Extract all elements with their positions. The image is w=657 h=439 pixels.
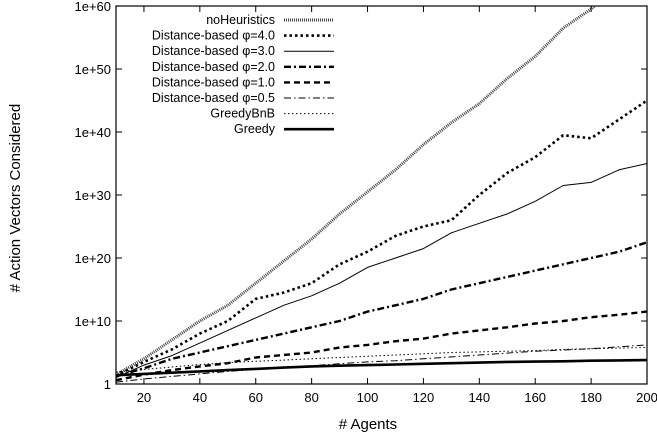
x-tick-label: 180 bbox=[580, 390, 602, 405]
series-line-8 bbox=[116, 358, 647, 377]
legend-label: Distance-based φ=3.0 bbox=[152, 44, 275, 58]
legend-label: Distance-based φ=1.0 bbox=[152, 75, 275, 89]
series-line-3 bbox=[116, 163, 647, 379]
y-tick-label: 1e+10 bbox=[74, 314, 111, 329]
y-tick-label: 1e+50 bbox=[74, 62, 111, 77]
series-line-2 bbox=[116, 99, 647, 377]
x-tick-label: 40 bbox=[193, 390, 207, 405]
y-tick-label: 1e+60 bbox=[74, 0, 111, 14]
series-line-5 bbox=[116, 310, 647, 382]
x-tick-label: 20 bbox=[137, 390, 151, 405]
x-tick-label: 160 bbox=[524, 390, 546, 405]
y-axis-label: # Action Vectors Considered bbox=[7, 104, 24, 292]
axes: 20 40 60 80 100 120 140 160 180 200 1 1e+10 1e+20 1e+… bbox=[74, 0, 657, 405]
series-layer bbox=[116, 6, 647, 383]
legend-label: Distance-based φ=2.0 bbox=[152, 60, 275, 74]
x-tick-label: 200 bbox=[636, 390, 657, 405]
legend-label: GreedyBnB bbox=[210, 107, 275, 121]
y-tick-label: 1e+20 bbox=[74, 251, 111, 266]
series-line-4 bbox=[116, 241, 647, 378]
y-tick-label: 1 bbox=[104, 377, 111, 392]
y-tick-label: 1e+30 bbox=[74, 188, 111, 203]
legend-label: Distance-based φ=4.0 bbox=[152, 29, 275, 43]
legend-label: Distance-based φ=0.5 bbox=[152, 91, 275, 105]
x-tick-label: 140 bbox=[468, 390, 490, 405]
x-tick-label: 60 bbox=[249, 390, 263, 405]
series-line-6 bbox=[116, 344, 647, 383]
x-axis-label: # Agents bbox=[339, 416, 397, 433]
legend-label: Greedy bbox=[234, 122, 276, 136]
x-tick-label: 120 bbox=[413, 390, 435, 405]
legend-label: noHeuristics bbox=[206, 13, 275, 27]
y-tick-label: 1e+40 bbox=[74, 125, 111, 140]
x-tick-label: 80 bbox=[304, 390, 318, 405]
series-line-1 bbox=[116, 6, 598, 376]
series-line-7 bbox=[116, 347, 647, 373]
x-tick-label: 100 bbox=[357, 390, 379, 405]
